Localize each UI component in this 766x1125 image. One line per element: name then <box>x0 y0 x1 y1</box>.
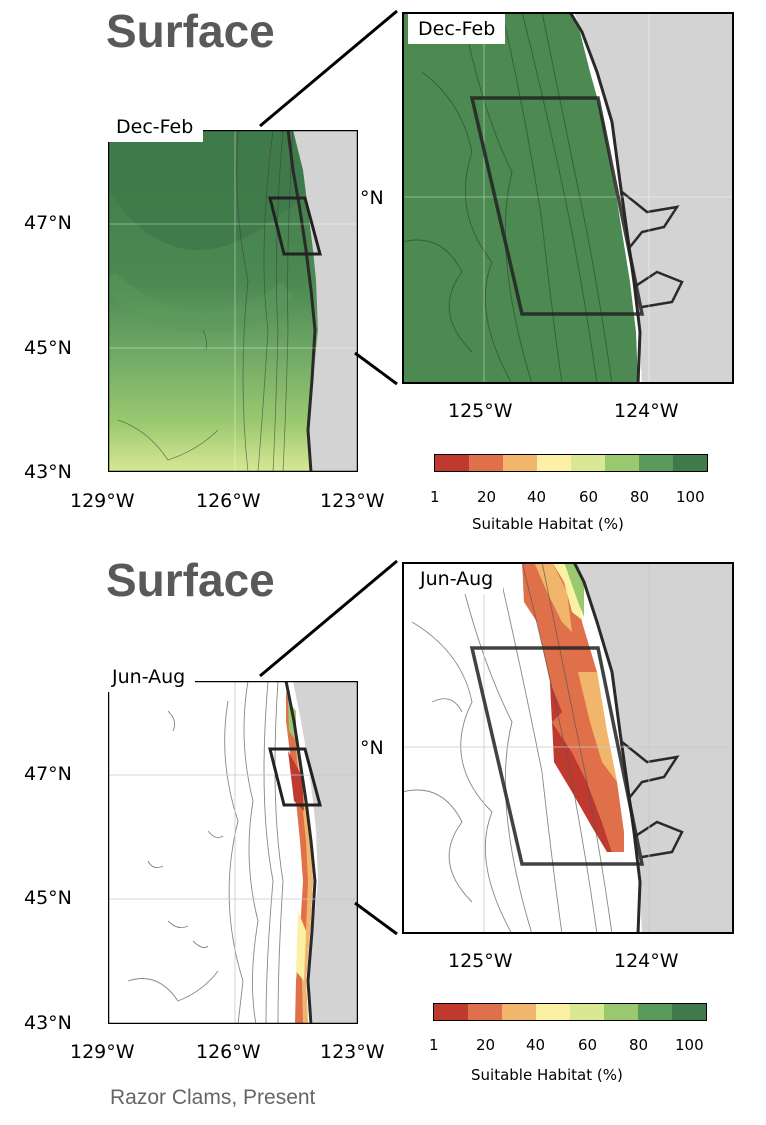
colorbar-top <box>434 454 708 472</box>
x-tick: 123°W <box>320 490 385 512</box>
colorbar-swatch <box>434 1004 468 1020</box>
inset-y-tick: °N <box>360 187 384 209</box>
colorbar-swatch <box>537 455 571 471</box>
colorbar-tick: 80 <box>629 1036 649 1054</box>
colorbar-tick: 40 <box>527 488 547 506</box>
winter-inset-map <box>402 12 734 384</box>
inset-x-tick: 124°W <box>614 400 679 422</box>
winter-inset-season-label: Dec-Feb <box>408 14 506 44</box>
colorbar-swatch <box>536 1004 570 1020</box>
inset-y-tick: °N <box>360 737 384 759</box>
colorbar-swatch <box>469 455 503 471</box>
inset-x-tick: 125°W <box>448 400 513 422</box>
winter-season-label: Dec-Feb <box>106 112 204 142</box>
inset-x-tick: 125°W <box>448 950 513 972</box>
x-tick: 126°W <box>196 1041 261 1063</box>
colorbar-swatch <box>571 455 605 471</box>
x-tick: 126°W <box>196 490 261 512</box>
colorbar-tick: 60 <box>579 488 599 506</box>
y-tick: 45°N <box>24 887 72 909</box>
colorbar-swatch <box>673 455 707 471</box>
y-tick: 45°N <box>24 337 72 359</box>
colorbar-tick: 1 <box>430 488 440 506</box>
colorbar-tick: 1 <box>429 1036 439 1054</box>
colorbar-swatch <box>570 1004 604 1020</box>
surface-heading-bottom: Surface <box>106 554 275 606</box>
colorbar-swatch <box>639 455 673 471</box>
summer-inset-map <box>402 562 734 934</box>
colorbar-swatch <box>604 1004 638 1020</box>
colorbar-title: Suitable Habitat (%) <box>471 1066 623 1084</box>
colorbar-bottom <box>433 1003 707 1021</box>
colorbar-swatch <box>605 455 639 471</box>
y-tick: 43°N <box>24 461 72 483</box>
colorbar-tick: 40 <box>526 1036 546 1054</box>
x-tick: 129°W <box>70 490 135 512</box>
colorbar-tick: 100 <box>676 488 705 506</box>
colorbar-swatch <box>672 1004 706 1020</box>
y-tick: 47°N <box>24 212 72 234</box>
colorbar-tick: 20 <box>476 1036 496 1054</box>
x-tick: 123°W <box>320 1041 385 1063</box>
surface-heading-top: Surface <box>106 5 275 57</box>
zoom-connector-top <box>259 9 398 386</box>
colorbar-swatch <box>468 1004 502 1020</box>
colorbar-swatch <box>435 455 469 471</box>
colorbar-swatch <box>503 455 537 471</box>
zoom-connector-bottom <box>259 559 398 936</box>
colorbar-title: Suitable Habitat (%) <box>472 515 624 533</box>
winter-main-map <box>108 130 358 472</box>
summer-main-map <box>108 681 358 1024</box>
figure-caption: Razor Clams, Present <box>110 1086 316 1109</box>
colorbar-swatch <box>502 1004 536 1020</box>
colorbar-tick: 100 <box>675 1036 704 1054</box>
colorbar-tick: 20 <box>477 488 497 506</box>
summer-season-label: Jun-Aug <box>102 662 196 692</box>
summer-inset-season-label: Jun-Aug <box>410 564 504 594</box>
y-tick: 43°N <box>24 1012 72 1034</box>
colorbar-tick: 60 <box>578 1036 598 1054</box>
colorbar-swatch <box>638 1004 672 1020</box>
colorbar-tick: 80 <box>630 488 650 506</box>
inset-x-tick: 124°W <box>614 950 679 972</box>
x-tick: 129°W <box>70 1041 135 1063</box>
y-tick: 47°N <box>24 763 72 785</box>
